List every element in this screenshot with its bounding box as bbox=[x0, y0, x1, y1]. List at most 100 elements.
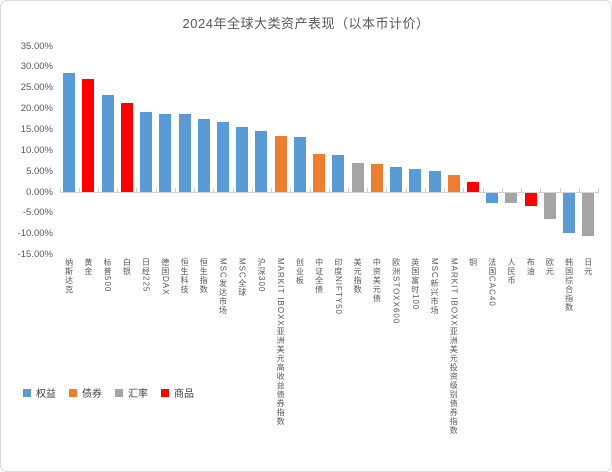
x-axis-category-label: MARKIT IBOXX亚洲美元投资级别债券指数 bbox=[449, 258, 459, 435]
axis-tick-mark bbox=[463, 188, 465, 193]
bar bbox=[543, 193, 556, 219]
axis-tick-mark bbox=[136, 188, 138, 193]
axis-tick-mark bbox=[444, 188, 446, 193]
axis-tick-mark bbox=[328, 188, 330, 193]
x-axis-category-label: 标普500 bbox=[103, 258, 113, 293]
bar bbox=[101, 95, 114, 193]
x-axis-category-label: 日元 bbox=[583, 258, 593, 276]
bar bbox=[140, 112, 153, 193]
axis-tick-mark bbox=[347, 188, 349, 193]
x-axis-category-label: 创业板 bbox=[295, 258, 305, 285]
bar bbox=[390, 167, 403, 193]
bar bbox=[370, 164, 383, 193]
x-axis-category-label: 中证全债 bbox=[314, 258, 324, 294]
bar bbox=[120, 102, 133, 193]
axis-tick-mark bbox=[213, 188, 215, 193]
axis-tick-mark bbox=[482, 188, 484, 193]
x-axis-category-label: 德国DAX bbox=[160, 258, 170, 296]
legend-label: 商品 bbox=[174, 389, 194, 400]
axis-tick-mark bbox=[290, 188, 292, 193]
bar bbox=[313, 154, 326, 193]
x-axis-category-label: 纳斯达克 bbox=[64, 258, 74, 294]
y-axis-tick-label: -10.00% bbox=[17, 228, 53, 240]
x-axis-category-label: 欧元 bbox=[545, 258, 555, 276]
x-axis-category-label: 人民币 bbox=[506, 258, 516, 285]
bar bbox=[466, 182, 479, 193]
bar bbox=[447, 174, 460, 193]
axis-tick-mark bbox=[386, 188, 388, 193]
legend-swatch-icon bbox=[161, 388, 169, 397]
y-axis-tick-label: 30.00% bbox=[20, 61, 53, 73]
x-axis-category-label: 黄金 bbox=[83, 258, 93, 276]
x-axis-category-label: 韩国综合指数 bbox=[564, 258, 574, 312]
axis-tick-mark bbox=[78, 188, 80, 193]
axis-tick-mark bbox=[232, 188, 234, 193]
x-axis-line bbox=[59, 192, 598, 193]
legend-swatch-icon bbox=[115, 388, 123, 397]
axis-tick-mark bbox=[194, 188, 196, 193]
legend-swatch-icon bbox=[23, 388, 31, 397]
x-axis-category-label: 恒生科技 bbox=[180, 258, 189, 294]
axis-tick-mark bbox=[309, 188, 311, 193]
x-axis-category-label: 印度NIFTY50 bbox=[333, 258, 343, 316]
bar bbox=[428, 171, 441, 193]
x-axis-category-label: 恒生指数 bbox=[199, 258, 209, 294]
bar bbox=[486, 193, 499, 203]
chart-title: 2024年全球大类资产表现（以本币计价） bbox=[182, 16, 430, 31]
bar bbox=[409, 168, 422, 193]
axis-tick-mark bbox=[598, 188, 599, 193]
bar bbox=[274, 135, 287, 193]
bar bbox=[82, 79, 95, 193]
x-axis-category-label: 沪深300 bbox=[256, 258, 266, 293]
axis-tick-mark bbox=[251, 188, 253, 193]
axis-tick-mark bbox=[155, 188, 157, 193]
axis-tick-mark bbox=[521, 188, 523, 193]
legend-label: 债券 bbox=[82, 389, 102, 400]
bar bbox=[505, 193, 518, 203]
bar bbox=[197, 118, 210, 193]
axis-tick-mark bbox=[424, 188, 426, 193]
axis-tick-mark bbox=[117, 188, 119, 193]
x-axis-category-label: 日经225 bbox=[141, 258, 151, 293]
axis-tick-mark bbox=[97, 188, 99, 193]
axis-tick-mark bbox=[540, 188, 542, 193]
legend-item: 商品 bbox=[161, 385, 194, 400]
bar bbox=[216, 122, 229, 193]
x-axis-category-label: 英国富时100 bbox=[410, 258, 420, 311]
bar bbox=[332, 155, 345, 193]
axis-tick-mark bbox=[501, 188, 503, 193]
bar bbox=[293, 137, 306, 193]
bar bbox=[63, 73, 76, 193]
axis-tick-mark bbox=[405, 188, 407, 193]
bar bbox=[255, 131, 268, 193]
y-axis-tick-label: -5.00% bbox=[22, 207, 53, 219]
axis-tick-mark bbox=[271, 188, 273, 193]
x-axis-category-label: 美元指数 bbox=[353, 258, 363, 294]
bar bbox=[524, 193, 537, 206]
y-axis-tick-label: 35.00% bbox=[20, 40, 53, 52]
legend-item: 债券 bbox=[69, 385, 102, 400]
legend: 权益 债券 汇率 商品 bbox=[23, 385, 194, 400]
x-axis-category-label: MARKIT IBOXX亚洲美元高收益债券指数 bbox=[276, 258, 286, 426]
legend-label: 权益 bbox=[36, 389, 56, 400]
x-axis-category-label: 中资美元债 bbox=[372, 258, 382, 303]
x-axis-category-label: 欧洲STOXX600 bbox=[391, 258, 401, 325]
legend-item: 权益 bbox=[23, 385, 56, 400]
y-axis-tick-label: 15.00% bbox=[20, 123, 53, 135]
legend-label: 汇率 bbox=[128, 389, 148, 400]
x-axis-category-label: MSC全球 bbox=[237, 258, 247, 297]
x-axis-category-label: 铜 bbox=[468, 258, 478, 267]
y-axis-tick-label: 5.00% bbox=[26, 165, 53, 177]
axis-tick-mark bbox=[59, 188, 61, 193]
x-axis-category-label: 布油 bbox=[526, 258, 536, 276]
y-axis-tick-label: 0.00% bbox=[26, 186, 53, 198]
bar bbox=[563, 193, 576, 234]
y-axis-tick-label: -15.00% bbox=[17, 249, 53, 261]
y-axis-tick-label: 20.00% bbox=[20, 103, 53, 115]
bar bbox=[178, 114, 191, 193]
y-axis-tick-label: 10.00% bbox=[20, 144, 53, 156]
legend-swatch-icon bbox=[69, 388, 77, 397]
axis-tick-mark bbox=[578, 188, 580, 193]
x-axis-category-label: MSC新兴市场 bbox=[430, 258, 440, 315]
bar bbox=[236, 127, 249, 193]
